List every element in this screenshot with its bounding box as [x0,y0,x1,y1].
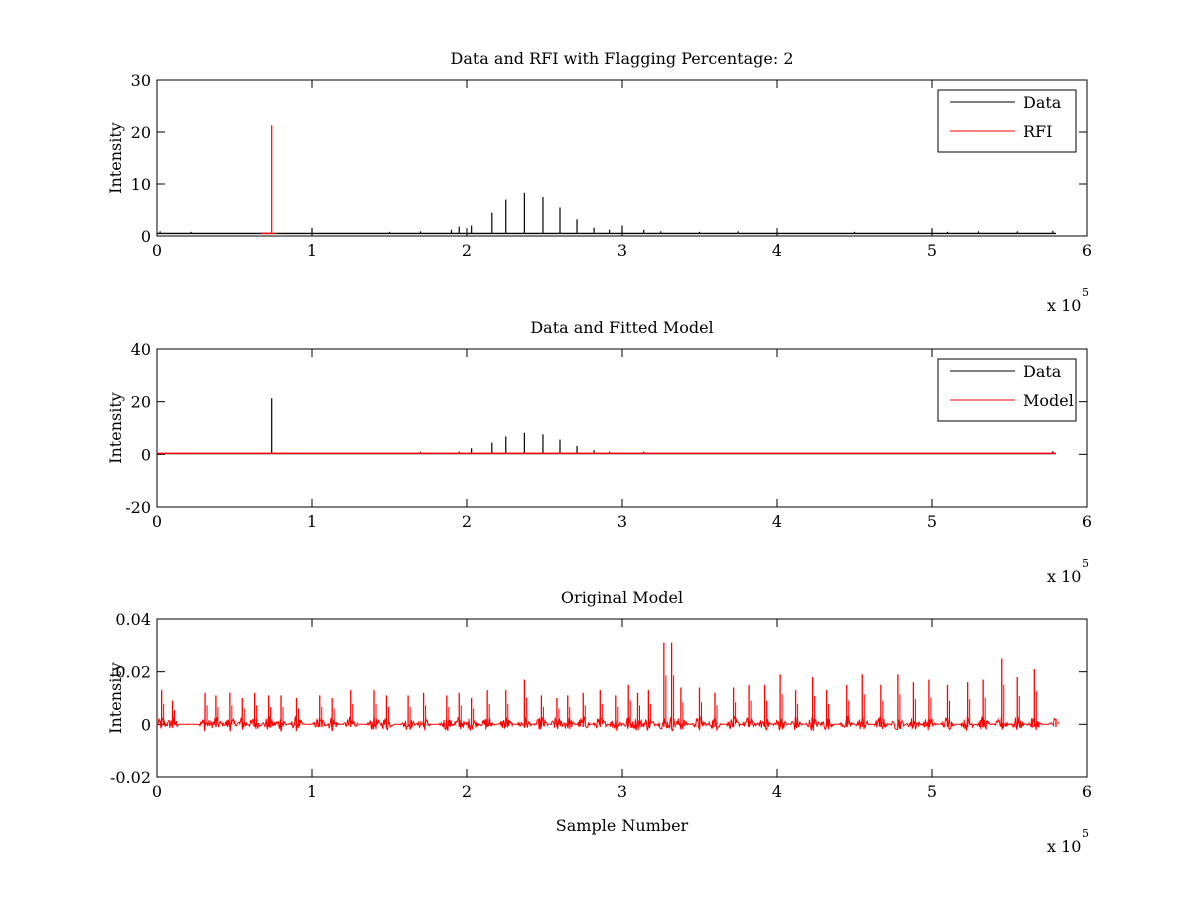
series-data [157,192,1056,235]
x-multiplier-exponent: 5 [1082,286,1089,299]
chart-title: Data and Fitted Model [530,318,713,337]
y-axis-label: Intensity [106,662,125,734]
legend: Data RFI [937,89,1077,153]
x-tick-label: 4 [772,782,782,801]
x-tick-label: 3 [617,512,627,531]
series-rfi [260,125,275,235]
x-tick-label: 2 [462,512,472,531]
x-tick-label: 3 [617,241,627,260]
x-tick-label: 2 [462,782,472,801]
x-tick-label: 5 [927,782,937,801]
y-tick-label: 0.02 [115,663,151,682]
legend-label: Data [1023,362,1062,381]
x-tick-label: 6 [1082,512,1092,531]
x-multiplier-exponent: 5 [1082,557,1089,570]
x-tick-label: 6 [1082,782,1092,801]
subplot-1: 0 1 2 3 4 5 6 0 10 20 30 Data and RFI with Flagging… [106,49,1092,315]
x-tick-label: 1 [307,782,317,801]
legend-box [937,358,1077,422]
legend-label: Data [1023,93,1062,112]
x-tick-label: 1 [307,241,317,260]
y-tick-label: 20 [131,393,151,412]
chart-title: Data and RFI with Flagging Percentage: 2 [450,49,793,68]
x-tick-label: 0 [152,782,162,801]
y-tick-label: 0 [141,715,151,734]
legend-label: RFI [1023,122,1052,141]
y-tick-label: 40 [131,340,151,359]
x-multiplier: x 10 [1047,296,1081,315]
y-tick-label: 0 [141,445,151,464]
signal-line [156,714,1057,732]
x-tick-label: 0 [152,241,162,260]
y-axis-label: Intensity [106,392,125,464]
y-tick-label: -20 [125,498,151,517]
x-tick-label: 2 [462,241,472,260]
x-tick-label: 4 [772,241,782,260]
legend-label: Model [1023,391,1074,410]
legend-box [937,89,1077,153]
x-tick-label: 0 [152,512,162,531]
series-data [157,398,1056,455]
y-tick-label: 10 [131,175,151,194]
x-multiplier: x 10 [1047,837,1081,856]
x-multiplier-exponent: 5 [1082,827,1089,840]
x-tick-label: 4 [772,512,782,531]
y-tick-label: 20 [131,123,151,142]
y-axis-label: Intensity [106,122,125,194]
x-axis-label: Sample Number [556,816,689,835]
series-model-signal [156,642,1059,732]
legend: Data Model [937,358,1077,422]
y-tick-label: -0.02 [110,768,151,787]
chart-title: Original Model [561,588,683,607]
x-tick-label: 5 [927,241,937,260]
y-tick-label: 0.04 [115,610,151,629]
x-tick-label: 6 [1082,241,1092,260]
x-tick-label: 5 [927,512,937,531]
y-tick-label: 0 [141,227,151,246]
x-tick-label: 3 [617,782,627,801]
x-multiplier: x 10 [1047,567,1081,586]
x-tick-label: 1 [307,512,317,531]
y-tick-label: 30 [131,71,151,90]
